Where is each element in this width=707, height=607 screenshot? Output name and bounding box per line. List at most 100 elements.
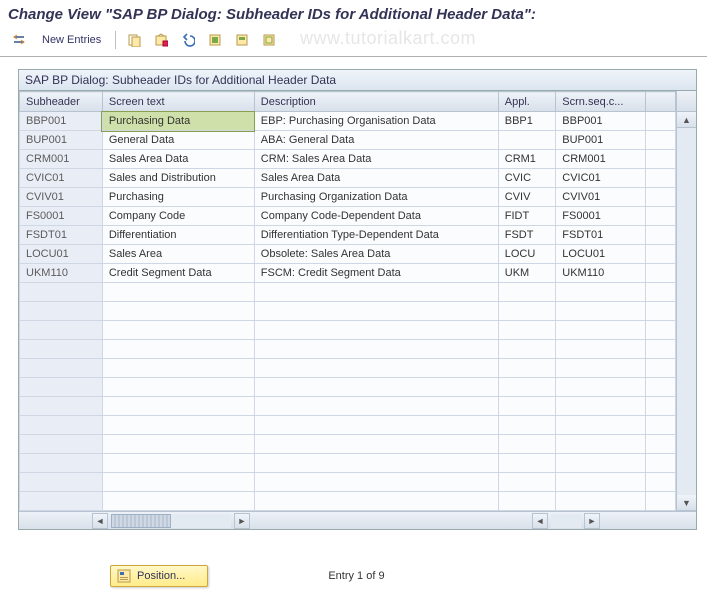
table-cell[interactable]: BBP001 bbox=[556, 112, 646, 131]
table-cell[interactable] bbox=[102, 492, 254, 511]
table-cell[interactable] bbox=[646, 416, 676, 435]
table-row[interactable] bbox=[20, 321, 676, 340]
table-cell[interactable]: Sales and Distribution bbox=[102, 169, 254, 188]
table-cell[interactable] bbox=[254, 340, 498, 359]
table-row[interactable] bbox=[20, 340, 676, 359]
table-cell[interactable] bbox=[646, 473, 676, 492]
table-row[interactable] bbox=[20, 378, 676, 397]
table-cell[interactable]: Credit Segment Data bbox=[102, 264, 254, 283]
table-row[interactable] bbox=[20, 359, 676, 378]
table-cell[interactable] bbox=[254, 435, 498, 454]
hscroll-thumb-left[interactable] bbox=[111, 514, 171, 528]
table-cell[interactable] bbox=[646, 302, 676, 321]
table-cell[interactable] bbox=[498, 321, 556, 340]
table-cell[interactable]: CVIV bbox=[498, 188, 556, 207]
table-cell[interactable]: BBP001 bbox=[20, 112, 103, 131]
table-cell[interactable] bbox=[20, 321, 103, 340]
table-cell[interactable] bbox=[20, 283, 103, 302]
table-cell[interactable] bbox=[254, 454, 498, 473]
table-cell[interactable]: FSDT01 bbox=[556, 226, 646, 245]
table-cell[interactable] bbox=[20, 454, 103, 473]
table-cell[interactable] bbox=[20, 397, 103, 416]
copy-as-icon[interactable] bbox=[123, 30, 145, 50]
table-row[interactable] bbox=[20, 435, 676, 454]
table-cell[interactable] bbox=[556, 359, 646, 378]
table-cell[interactable] bbox=[646, 435, 676, 454]
table-cell[interactable] bbox=[20, 340, 103, 359]
position-button[interactable]: Position... bbox=[110, 565, 208, 587]
table-cell[interactable]: LOCU01 bbox=[556, 245, 646, 264]
vertical-scrollbar[interactable]: ▲ ▼ bbox=[676, 91, 696, 511]
table-cell[interactable]: Company Code-Dependent Data bbox=[254, 207, 498, 226]
table-cell[interactable] bbox=[498, 397, 556, 416]
table-cell[interactable] bbox=[20, 416, 103, 435]
table-cell[interactable]: Differentiation Type-Dependent Data bbox=[254, 226, 498, 245]
table-cell[interactable] bbox=[498, 416, 556, 435]
table-cell[interactable] bbox=[102, 378, 254, 397]
table-cell[interactable] bbox=[556, 454, 646, 473]
table-cell[interactable] bbox=[20, 359, 103, 378]
table-cell[interactable]: Sales Area Data bbox=[254, 169, 498, 188]
scroll-down-icon[interactable]: ▼ bbox=[677, 495, 696, 511]
table-cell[interactable] bbox=[254, 321, 498, 340]
table-cell[interactable]: Purchasing Organization Data bbox=[254, 188, 498, 207]
table-row[interactable]: LOCU01Sales AreaObsolete: Sales Area Dat… bbox=[20, 245, 676, 264]
col-appl[interactable]: Appl. bbox=[498, 92, 556, 112]
table-cell[interactable] bbox=[102, 473, 254, 492]
table-cell[interactable] bbox=[556, 340, 646, 359]
table-cell[interactable] bbox=[646, 359, 676, 378]
table-cell[interactable] bbox=[646, 207, 676, 226]
table-cell[interactable]: CRM: Sales Area Data bbox=[254, 150, 498, 169]
select-block-icon[interactable] bbox=[231, 30, 253, 50]
table-cell[interactable]: Purchasing Data bbox=[102, 112, 254, 131]
table-cell[interactable] bbox=[102, 435, 254, 454]
table-cell[interactable] bbox=[556, 283, 646, 302]
table-cell[interactable] bbox=[646, 321, 676, 340]
table-cell[interactable] bbox=[646, 226, 676, 245]
table-cell[interactable] bbox=[646, 283, 676, 302]
table-cell[interactable] bbox=[20, 435, 103, 454]
table-cell[interactable]: FSDT01 bbox=[20, 226, 103, 245]
delete-icon[interactable] bbox=[150, 30, 172, 50]
table-row[interactable]: CRM001Sales Area DataCRM: Sales Area Dat… bbox=[20, 150, 676, 169]
table-cell[interactable] bbox=[102, 321, 254, 340]
table-cell[interactable] bbox=[20, 492, 103, 511]
table-cell[interactable] bbox=[20, 473, 103, 492]
data-grid[interactable]: Subheader Screen text Description Appl. … bbox=[19, 91, 676, 511]
table-cell[interactable]: BBP1 bbox=[498, 112, 556, 131]
table-cell[interactable] bbox=[102, 359, 254, 378]
table-cell[interactable]: Differentiation bbox=[102, 226, 254, 245]
new-entries-button[interactable]: New Entries bbox=[35, 30, 108, 50]
table-cell[interactable] bbox=[556, 435, 646, 454]
col-screen-text[interactable]: Screen text bbox=[102, 92, 254, 112]
table-cell[interactable]: FSDT bbox=[498, 226, 556, 245]
table-cell[interactable] bbox=[556, 302, 646, 321]
table-cell[interactable]: CVIV01 bbox=[556, 188, 646, 207]
table-cell[interactable]: FSCM: Credit Segment Data bbox=[254, 264, 498, 283]
table-row[interactable]: FSDT01DifferentiationDifferentiation Typ… bbox=[20, 226, 676, 245]
hscroll-right2-icon[interactable]: ► bbox=[584, 513, 600, 529]
table-cell[interactable] bbox=[556, 416, 646, 435]
table-cell[interactable] bbox=[498, 283, 556, 302]
table-cell[interactable] bbox=[102, 397, 254, 416]
table-row[interactable] bbox=[20, 473, 676, 492]
table-cell[interactable] bbox=[498, 473, 556, 492]
table-cell[interactable] bbox=[498, 359, 556, 378]
table-cell[interactable] bbox=[20, 378, 103, 397]
table-cell[interactable] bbox=[646, 131, 676, 150]
table-cell[interactable] bbox=[102, 302, 254, 321]
table-cell[interactable]: EBP: Purchasing Organisation Data bbox=[254, 112, 498, 131]
table-cell[interactable]: Sales Area bbox=[102, 245, 254, 264]
table-cell[interactable] bbox=[102, 454, 254, 473]
table-cell[interactable]: UKM110 bbox=[20, 264, 103, 283]
select-all-icon[interactable] bbox=[204, 30, 226, 50]
table-cell[interactable] bbox=[646, 112, 676, 131]
table-cell[interactable]: BUP001 bbox=[556, 131, 646, 150]
table-cell[interactable] bbox=[498, 302, 556, 321]
table-cell[interactable] bbox=[646, 492, 676, 511]
table-cell[interactable] bbox=[646, 169, 676, 188]
table-cell[interactable]: Company Code bbox=[102, 207, 254, 226]
table-cell[interactable]: ABA: General Data bbox=[254, 131, 498, 150]
table-cell[interactable] bbox=[254, 283, 498, 302]
hscroll-track-left[interactable] bbox=[111, 514, 231, 528]
